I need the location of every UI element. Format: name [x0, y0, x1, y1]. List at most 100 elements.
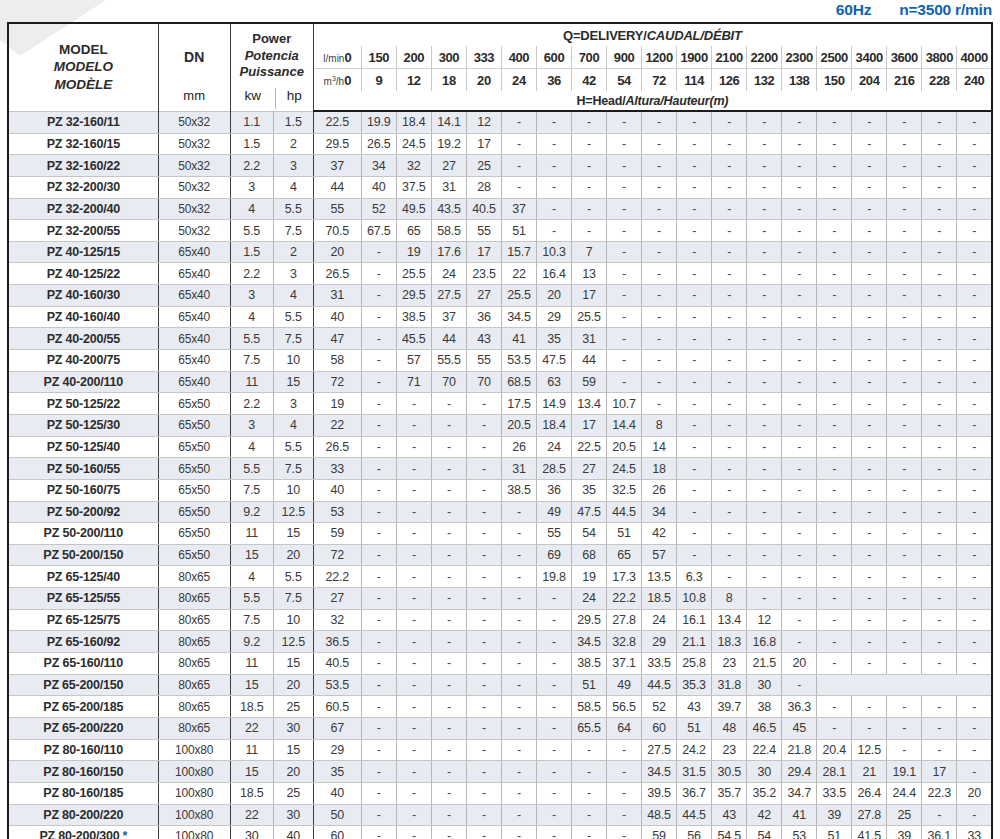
head-cell: - [466, 436, 501, 458]
head-cell: 34.5 [501, 306, 536, 328]
head-cell: - [677, 155, 712, 177]
model-cell: PZ 80-160/110 [8, 739, 158, 761]
kw-cell: 18.5 [230, 696, 273, 718]
head-cell: 28.1 [817, 761, 852, 783]
hp-cell: 5.5 [273, 306, 313, 328]
head-cell: 17 [466, 241, 501, 263]
model-cell: PZ 40-160/30 [8, 285, 158, 307]
head-cell: - [957, 761, 992, 783]
head-cell: 15.7 [501, 241, 536, 263]
head-cell: - [782, 544, 817, 566]
head-cell: - [817, 285, 852, 307]
head-cell: - [712, 436, 747, 458]
head-cell: - [607, 241, 642, 263]
head-cell: - [396, 609, 431, 631]
head-cell: 22 [501, 263, 536, 285]
model-cell: PZ 32-200/55 [8, 220, 158, 242]
table-row: PZ 40-200/7565x407.51058-5755.55553.547.… [8, 350, 992, 372]
model-cell: PZ 65-125/40 [8, 566, 158, 588]
head-cell: 13.5 [642, 566, 677, 588]
q-lmin-value: 700 [572, 46, 607, 69]
table-row: PZ 65-160/9280x659.212.536.5------34.532… [8, 631, 992, 653]
head-cell: - [747, 220, 782, 242]
power-column-header: Power Potencia Puissance kw hp [230, 23, 313, 111]
head-cell: - [536, 674, 571, 696]
q-delivery-band: Q=DELIVERY/CAUDAL/DÉBIT [313, 23, 992, 46]
head-cell: 20.4 [817, 739, 852, 761]
head-cell: - [852, 414, 887, 436]
head-cell: 26 [642, 479, 677, 501]
model-header-es: MODELO [9, 58, 158, 76]
head-cell: - [782, 350, 817, 372]
head-cell: - [536, 826, 571, 839]
head-cell: 21 [852, 761, 887, 783]
head-cell: 39 [817, 804, 852, 826]
head-cell: 69 [536, 544, 571, 566]
head-cell: - [712, 479, 747, 501]
dn-cell: 80x65 [158, 588, 230, 610]
hp-cell: 4 [273, 285, 313, 307]
kw-cell: 11 [230, 653, 273, 675]
head-cell: 26.5 [313, 263, 361, 285]
head-cell: - [712, 544, 747, 566]
kw-cell: 11 [230, 739, 273, 761]
head-cell: - [887, 393, 922, 415]
head-cell: - [642, 371, 677, 393]
power-header-en: Power [231, 31, 313, 47]
table-row: PZ 50-160/7565x507.51040----38.5363532.5… [8, 479, 992, 501]
head-cell: - [536, 588, 571, 610]
head-cell: - [607, 739, 642, 761]
head-cell: - [536, 220, 571, 242]
head-cell: - [957, 350, 992, 372]
head-cell: - [957, 393, 992, 415]
dn-cell: 65x40 [158, 241, 230, 263]
head-cell: 19 [396, 241, 431, 263]
q-lmin-value: 2300 [782, 46, 817, 69]
head-cell: 18.4 [396, 111, 431, 133]
head-cell: 38 [747, 696, 782, 718]
head-cell: 23.5 [466, 263, 501, 285]
head-cell: - [957, 479, 992, 501]
head-cell: - [747, 241, 782, 263]
table-row: PZ 80-160/185100x8018.52540--------39.53… [8, 782, 992, 804]
head-cell: - [782, 674, 817, 696]
head-cell: 27 [313, 588, 361, 610]
head-cell: - [782, 609, 817, 631]
head-cell: - [677, 241, 712, 263]
head-cell: - [501, 782, 536, 804]
model-cell: PZ 65-125/55 [8, 588, 158, 610]
head-cell: - [536, 198, 571, 220]
head-cell: - [396, 588, 431, 610]
head-cell: - [887, 479, 922, 501]
head-cell: - [712, 220, 747, 242]
head-cell: - [607, 306, 642, 328]
head-cell: - [922, 111, 957, 133]
head-cell: - [361, 414, 396, 436]
q-m3h-value: 216 [887, 69, 922, 92]
hp-cell: 30 [273, 717, 313, 739]
head-cell: - [536, 653, 571, 675]
head-cell: - [361, 782, 396, 804]
head-cell: - [501, 133, 536, 155]
hp-cell: 15 [273, 653, 313, 675]
head-cell: 44 [313, 176, 361, 198]
head-cell: 24 [431, 263, 466, 285]
head-cell: - [466, 717, 501, 739]
head-cell: 17.6 [431, 241, 466, 263]
head-cell: - [361, 371, 396, 393]
dn-cell: 50x32 [158, 133, 230, 155]
head-cell: - [782, 436, 817, 458]
head-cell: 24.2 [677, 739, 712, 761]
kw-cell: 5.5 [230, 328, 273, 350]
head-cell: 24.5 [396, 133, 431, 155]
head-cell: 33 [313, 458, 361, 480]
head-cell: 21.1 [677, 631, 712, 653]
head-cell: - [501, 609, 536, 631]
q-lmin-value: 3800 [922, 46, 957, 69]
hp-cell: 15 [273, 739, 313, 761]
model-cell: PZ 65-200/150 [8, 674, 158, 696]
head-cell: - [817, 198, 852, 220]
head-cell: 25.5 [572, 306, 607, 328]
head-cell: 39.5 [642, 782, 677, 804]
operating-conditions: 60Hz n=3500 r/min [836, 1, 992, 19]
